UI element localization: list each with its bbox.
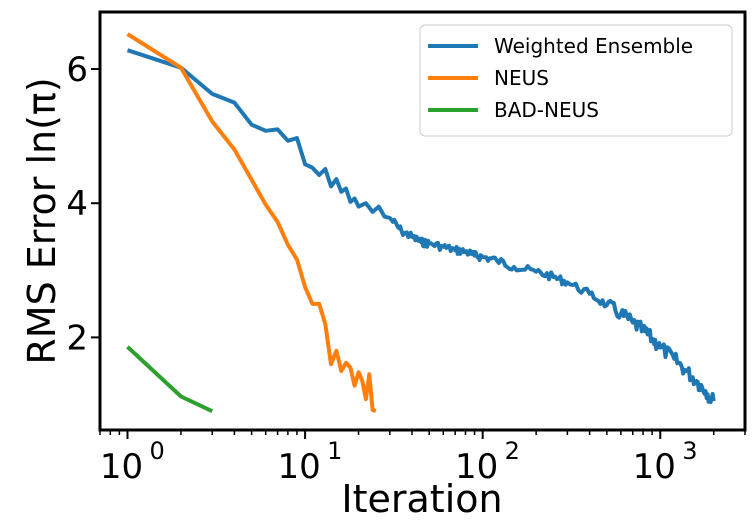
x-axis-title: Iteration [341,477,502,521]
legend: Weighted Ensemble NEUS BAD-NEUS [419,24,733,137]
data-layer [126,32,716,414]
x-tick-exponent: 0 [150,437,165,465]
x-tick-label: 10 [277,447,320,487]
x-tick-exponent: 2 [505,437,520,465]
plot-frame [98,10,747,432]
y-axis-title: RMS Error ln(π) [20,77,64,364]
x-tick-exponent: 3 [682,437,697,465]
legend-box [419,24,733,137]
x-tick-label: 10 [100,447,143,487]
x-tick-label: 10 [633,447,676,487]
y-tick-label: 4 [66,184,88,224]
y-tick-label: 2 [66,318,88,358]
x-tick-label: 10 [455,447,498,487]
series-line-weighted-ensemble [126,48,716,404]
legend-label: BAD-NEUS [494,98,599,122]
series-line-bad-neus [126,345,214,414]
legend-label: Weighted Ensemble [494,34,693,58]
legend-label: NEUS [494,66,549,90]
x-tick-exponent: 1 [327,437,342,465]
series-line-neus [126,32,377,414]
y-tick-label: 6 [66,50,88,90]
